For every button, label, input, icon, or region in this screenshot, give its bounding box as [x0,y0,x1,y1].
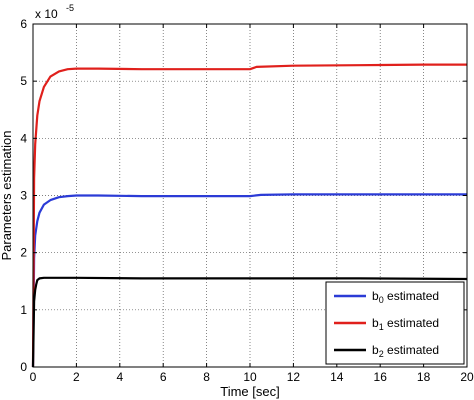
x-tick-label: 4 [116,370,123,384]
y-multiplier-label: x 10 -5 [35,3,74,21]
x-tick-label: 10 [243,370,257,384]
x-tick-label: 6 [160,370,167,384]
x-tick-label: 20 [460,370,474,384]
y-tick-label: 5 [20,74,27,88]
x-tick-label: 12 [287,370,301,384]
series-layer [31,63,468,368]
x-tick-label: 8 [203,370,210,384]
series-line-1 [31,63,467,368]
y-tick-label: 2 [20,246,27,260]
y-tick-label: 1 [20,303,27,317]
x-axis-label: Time [sec] [220,384,279,399]
y-tick-label: 0 [20,360,27,374]
y-tick-label: 6 [20,17,27,31]
legend-entry-2: b2 estimated [372,343,439,359]
x-tick-label: 18 [417,370,431,384]
y-multiplier-exponent: -5 [66,3,74,13]
legend-entry-1: b1 estimated [372,316,439,332]
series-line-0 [31,193,467,368]
y-tick-label: 4 [20,131,27,145]
legend: b0 estimated b1 estimated b2 estimated [325,281,465,365]
y-multiplier-base: x 10 [35,7,58,21]
y-tick-label: 3 [20,189,27,203]
x-tick-label: 14 [330,370,344,384]
x-tick-label: 0 [30,370,37,384]
y-axis-label: Parameters estimation [0,130,14,260]
series-line-2 [31,276,468,368]
legend-entry-0: b0 estimated [372,289,439,305]
x-tick-label: 2 [73,370,80,384]
x-tick-label: 16 [374,370,388,384]
